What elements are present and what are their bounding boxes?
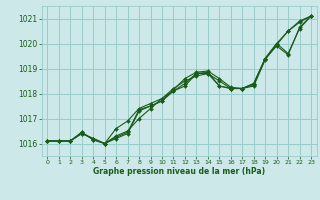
X-axis label: Graphe pression niveau de la mer (hPa): Graphe pression niveau de la mer (hPa) [93,167,265,176]
